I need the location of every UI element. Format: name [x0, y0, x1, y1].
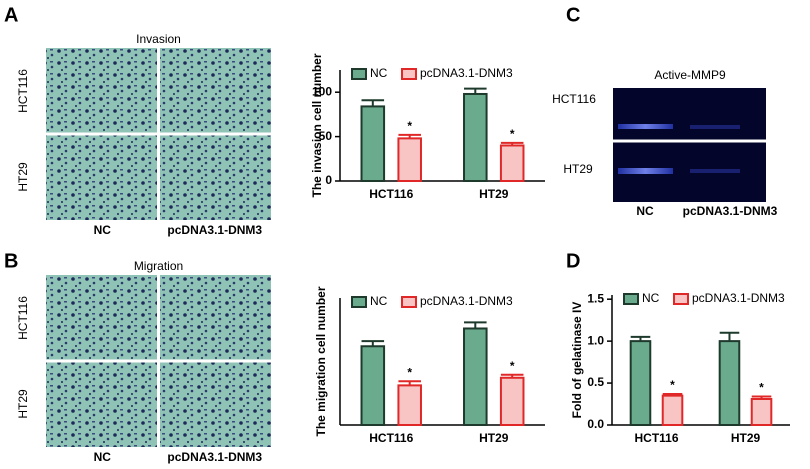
panel-label: B — [4, 250, 18, 272]
significance: * — [510, 127, 515, 141]
bar — [499, 376, 525, 427]
gel-band — [618, 168, 673, 174]
panel-label: D — [566, 250, 580, 272]
legend-swatch — [673, 293, 689, 305]
bar — [463, 327, 488, 427]
row-label: HT29 — [16, 162, 30, 192]
legend-label: NC — [370, 294, 388, 308]
bar — [397, 137, 422, 183]
y-axis-label: Fold of gelatinase IV — [570, 302, 584, 419]
bar — [499, 144, 525, 182]
row-label: HCT116 — [16, 69, 30, 113]
gel-band — [690, 169, 740, 173]
x-tick-label: HT29 — [479, 431, 509, 445]
image-title: Invasion — [136, 32, 181, 46]
legend-label: NC — [642, 291, 660, 305]
panel-label: A — [4, 4, 18, 26]
gel-band — [690, 125, 740, 129]
gel-row-label: HT29 — [563, 162, 593, 176]
gel — [613, 88, 766, 202]
legend-swatch — [351, 68, 367, 80]
legend-swatch — [623, 293, 639, 305]
legend-swatch — [401, 68, 417, 80]
panel-label: C — [566, 4, 580, 26]
bar — [360, 105, 386, 182]
bar — [750, 398, 773, 426]
y-tick-label: 0 — [325, 173, 332, 187]
legend-label: pcDNA3.1-DNM3 — [420, 66, 513, 80]
gel-column-label: pcDNA3.1-DNM3 — [683, 204, 778, 218]
y-tick-label: 50 — [319, 129, 333, 143]
bar — [360, 345, 386, 427]
legend-swatch — [401, 296, 417, 308]
legend-label: NC — [370, 66, 388, 80]
gel-band — [618, 124, 673, 129]
y-axis-label: The invasion cell number — [310, 53, 324, 197]
significance: * — [510, 359, 515, 373]
row-label: HCT116 — [16, 296, 30, 340]
x-tick-label: HT29 — [731, 431, 761, 445]
gel-title: Active-MMP9 — [654, 68, 726, 82]
y-tick-label: 0.5 — [587, 375, 604, 389]
column-label: pcDNA3.1-DNM3 — [167, 223, 262, 237]
x-tick-label: HCT116 — [369, 431, 413, 445]
row-label: HT29 — [16, 389, 30, 419]
bar — [629, 340, 652, 426]
x-tick-label: HCT116 — [369, 187, 413, 201]
y-tick-label: 0.0 — [587, 417, 604, 431]
column-label: NC — [94, 223, 112, 237]
gel-column-label: NC — [636, 204, 654, 218]
y-tick-label: 100 — [312, 84, 332, 98]
gel-row-label: HCT116 — [552, 92, 596, 106]
y-tick-label: 1.0 — [587, 333, 604, 347]
significance: * — [407, 365, 412, 379]
significance: * — [670, 378, 675, 392]
legend-label: pcDNA3.1-DNM3 — [692, 291, 785, 305]
y-tick-label: 1.5 — [587, 291, 604, 305]
image-title: Migration — [134, 259, 183, 273]
legend-label: pcDNA3.1-DNM3 — [420, 294, 513, 308]
y-axis-label: The migration cell number — [314, 286, 328, 436]
bar — [661, 394, 684, 427]
legend-swatch — [351, 296, 367, 308]
column-label: NC — [94, 450, 112, 464]
x-tick-label: HCT116 — [634, 431, 678, 445]
significance: * — [407, 119, 412, 133]
bar — [718, 340, 741, 426]
bar — [397, 384, 422, 427]
bar — [463, 92, 488, 182]
column-label: pcDNA3.1-DNM3 — [167, 450, 262, 464]
significance: * — [759, 381, 764, 395]
x-tick-label: HT29 — [479, 187, 509, 201]
